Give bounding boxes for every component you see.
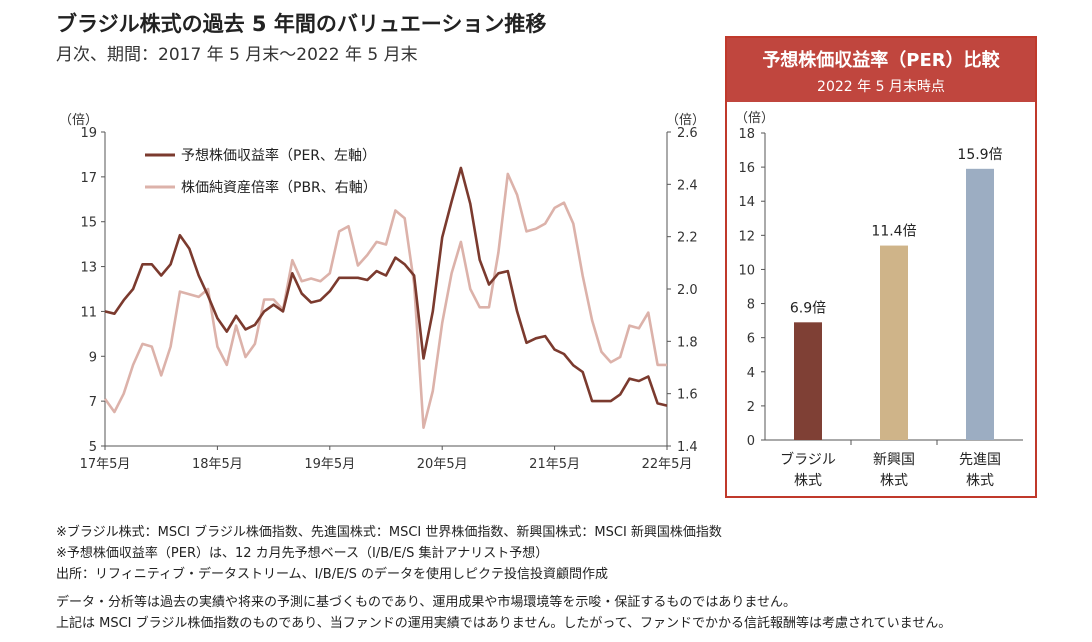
- right-tick-label: 1.6: [677, 388, 698, 403]
- bar-y-tick-label: 6: [747, 332, 755, 347]
- bar: [880, 245, 908, 440]
- pbr-series-line: [103, 172, 667, 430]
- bar: [966, 168, 994, 441]
- per-comparison-subtitle: 2022 年 5 月末時点: [817, 79, 945, 95]
- left-axis-unit: （倍）: [59, 113, 98, 128]
- footnote-source: 出所：リフィニティブ・データストリーム、I/B/E/S のデータを使用しピクテ投…: [56, 567, 609, 582]
- x-tick-label: 19年5月: [304, 457, 355, 472]
- bar-category-label: 株式: [966, 473, 994, 489]
- x-tick-label: 20年5月: [417, 457, 468, 472]
- bar-y-tick-label: 10: [738, 263, 755, 278]
- bar-value-label: 15.9倍: [957, 147, 1002, 163]
- legend-label: 株価純資産倍率（PBR、右軸）: [181, 179, 377, 196]
- bar-axis-unit: （倍）: [735, 111, 774, 126]
- per-series-line: [104, 166, 668, 407]
- right-axis-unit: （倍）: [666, 113, 705, 128]
- left-tick-label: 13: [80, 261, 97, 276]
- left-tick-label: 5: [89, 440, 97, 455]
- left-tick-label: 17: [80, 171, 97, 186]
- bar-y-tick-label: 2: [747, 400, 755, 415]
- per-comparison-panel: 予想株価収益率（PER）比較 2022 年 5 月末時点 （倍） 0 2 4 6 8 10 1…: [725, 36, 1037, 498]
- right-tick-label: 1.8: [677, 335, 698, 350]
- disclaimer: データ・分析等は過去の実績や将来の予測に基づくものであり、運用成果や市場環境等を…: [56, 592, 951, 634]
- page-subtitle: 月次、期間：2017 年 5 月末～2022 年 5 月末: [56, 45, 418, 65]
- left-tick-label: 7: [89, 395, 97, 410]
- left-tick-label: 15: [80, 216, 97, 231]
- page-title: ブラジル株式の過去 5 年間のバリュエーション推移: [56, 12, 547, 36]
- per-comparison-header: 予想株価収益率（PER）比較 2022 年 5 月末時点: [727, 38, 1035, 102]
- right-tick-label: 2.2: [677, 231, 698, 246]
- bar-category-label: 新興国: [873, 452, 915, 468]
- bar-category-label: ブラジル: [780, 451, 836, 468]
- bar-y-tick-label: 12: [738, 229, 755, 244]
- disclaimer-line: データ・分析等は過去の実績や将来の予測に基づくものであり、運用成果や市場環境等を…: [56, 595, 796, 610]
- bar: [794, 322, 822, 440]
- bar-value-label: 11.4倍: [871, 224, 916, 240]
- left-tick-label: 19: [80, 126, 97, 141]
- bar-y-tick-label: 16: [738, 161, 755, 176]
- left-tick-label: 9: [89, 350, 97, 365]
- bar-y-tick-label: 0: [747, 434, 755, 449]
- bar-category-label: 株式: [880, 473, 908, 489]
- footnote-per: ※予想株価収益率（PER）は、12 カ月先予想ベース（I/B/E/S 集計アナリ…: [56, 546, 549, 561]
- footnote-indices: ※ブラジル株式：MSCI ブラジル株価指数、先進国株式：MSCI 世界株価指数、…: [56, 525, 722, 540]
- x-tick-label: 17年5月: [80, 457, 131, 472]
- x-tick-label: 21年5月: [529, 457, 580, 472]
- bar-y-tick-label: 18: [738, 127, 755, 142]
- x-tick-label: 22年5月: [642, 457, 693, 472]
- right-tick-label: 2.6: [677, 126, 698, 141]
- bar-y-tick-label: 4: [747, 366, 755, 381]
- left-tick-label: 11: [80, 305, 97, 320]
- right-tick-label: 2.4: [677, 178, 698, 193]
- legend-label: 予想株価収益率（PER、左軸）: [181, 147, 376, 164]
- bar-value-label: 6.9倍: [790, 300, 826, 316]
- disclaimer-line: 上記は MSCI ブラジル株価指数のものであり、当ファンドの運用実績ではありませ…: [56, 616, 952, 631]
- footnotes: ※ブラジル株式：MSCI ブラジル株価指数、先進国株式：MSCI 世界株価指数、…: [56, 522, 722, 585]
- right-tick-label: 2.0: [677, 283, 698, 298]
- per-comparison-title: 予想株価収益率（PER）比較: [762, 50, 1000, 71]
- valuation-line-chart: （倍） （倍） 5 7 9 11 13 15 17 19 1.4 1.6 1.8 2.0 2.2 2.4 2.6…: [59, 113, 705, 472]
- bar-category-label: 先進国: [959, 452, 1001, 468]
- bar-y-tick-label: 8: [747, 298, 755, 313]
- right-tick-label: 1.4: [677, 440, 698, 455]
- bar-category-label: 株式: [794, 473, 822, 489]
- bar-y-tick-label: 14: [738, 195, 755, 210]
- x-tick-label: 18年5月: [192, 457, 243, 472]
